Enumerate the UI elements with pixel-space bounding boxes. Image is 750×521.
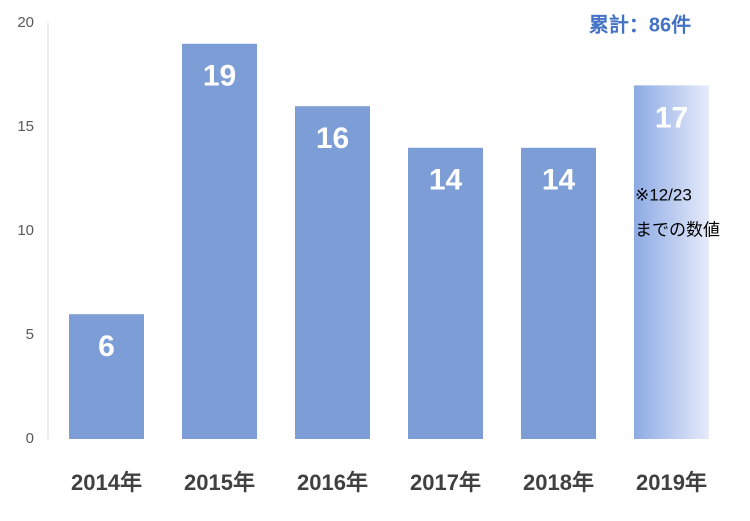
x-tick-label: 2014年 xyxy=(71,470,142,495)
y-tick-label: 10 xyxy=(17,222,34,239)
y-tick-label: 15 xyxy=(17,118,34,135)
y-tick-label: 0 xyxy=(26,430,34,447)
x-tick-label: 2016年 xyxy=(297,470,368,495)
x-tick-label: 2018年 xyxy=(523,470,594,495)
value-label: 16 xyxy=(316,122,349,155)
note-annotation: までの数値 xyxy=(635,220,720,239)
bar xyxy=(634,85,709,440)
y-tick-label: 5 xyxy=(26,326,34,343)
total-annotation: 累計：86件 xyxy=(589,12,691,36)
value-label: 14 xyxy=(542,164,576,197)
y-tick-label: 20 xyxy=(17,14,34,31)
value-label: 6 xyxy=(98,330,115,363)
note-annotation: ※12/23 xyxy=(635,185,692,204)
value-label: 19 xyxy=(203,60,236,93)
x-tick-label: 2015年 xyxy=(184,470,255,495)
x-tick-label: 2019年 xyxy=(636,470,707,495)
x-tick-label: 2017年 xyxy=(410,470,481,495)
value-label: 17 xyxy=(655,101,688,134)
bar xyxy=(182,43,257,440)
bar xyxy=(69,314,144,439)
value-label: 14 xyxy=(429,164,463,197)
bar xyxy=(408,147,483,440)
bar xyxy=(521,147,596,440)
bar xyxy=(295,106,370,439)
